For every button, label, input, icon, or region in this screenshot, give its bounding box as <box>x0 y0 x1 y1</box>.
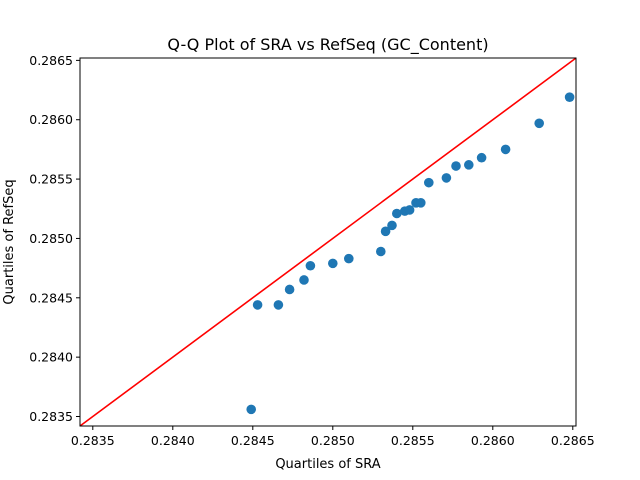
data-point <box>299 275 309 285</box>
y-axis-label: Quartiles of RefSeq <box>2 179 17 304</box>
data-point <box>344 253 354 264</box>
reference-line <box>79 57 577 427</box>
y-tick-label: 0.2840 <box>29 350 73 365</box>
x-tick-label: 0.2855 <box>391 433 435 448</box>
data-point <box>534 118 544 129</box>
plot-area <box>79 57 577 427</box>
data-point <box>392 208 402 219</box>
x-tick-label: 0.2865 <box>551 433 595 448</box>
data-point <box>328 258 338 269</box>
data-points <box>246 92 575 415</box>
x-tick-label: 0.2850 <box>311 433 355 448</box>
x-axis-label: Quartiles of SRA <box>275 457 380 472</box>
x-tick-label: 0.2845 <box>231 433 275 448</box>
data-point <box>476 152 487 163</box>
y-tick-label: 0.2835 <box>29 409 73 424</box>
data-point <box>380 226 391 237</box>
data-point <box>416 198 426 208</box>
y-tick-label: 0.2850 <box>29 231 73 246</box>
data-point <box>246 404 256 415</box>
data-point <box>564 92 575 102</box>
x-tick-label: 0.2840 <box>151 433 195 448</box>
y-tick-label: 0.2860 <box>29 112 73 127</box>
data-point <box>252 300 263 310</box>
y-tick-label: 0.2855 <box>29 172 73 187</box>
y-tick-label: 0.2865 <box>29 53 73 68</box>
data-point <box>441 173 452 183</box>
data-point <box>284 284 295 295</box>
data-point <box>387 220 397 231</box>
y-tick-label: 0.2845 <box>29 290 73 305</box>
axes-frame <box>79 57 577 427</box>
x-tick-label: 0.2860 <box>471 433 515 448</box>
data-point <box>500 144 511 155</box>
data-point <box>424 177 434 188</box>
data-point <box>404 205 415 215</box>
data-point <box>273 300 284 310</box>
y-axis-ticks: 0.2835 0.2840 0.2845 0.2850 0.2855 0.2860 0.28… <box>29 53 80 424</box>
data-point <box>464 160 474 170</box>
x-axis-ticks: 0.2835 0.2840 0.2845 0.2850 0.2855 0.2860 0.28… <box>71 426 595 448</box>
chart-title: Q-Q Plot of SRA vs RefSeq (GC_Content) <box>167 35 488 55</box>
data-point <box>305 260 316 271</box>
data-point <box>376 246 386 257</box>
x-tick-label: 0.2835 <box>71 433 115 448</box>
data-point <box>451 161 461 171</box>
